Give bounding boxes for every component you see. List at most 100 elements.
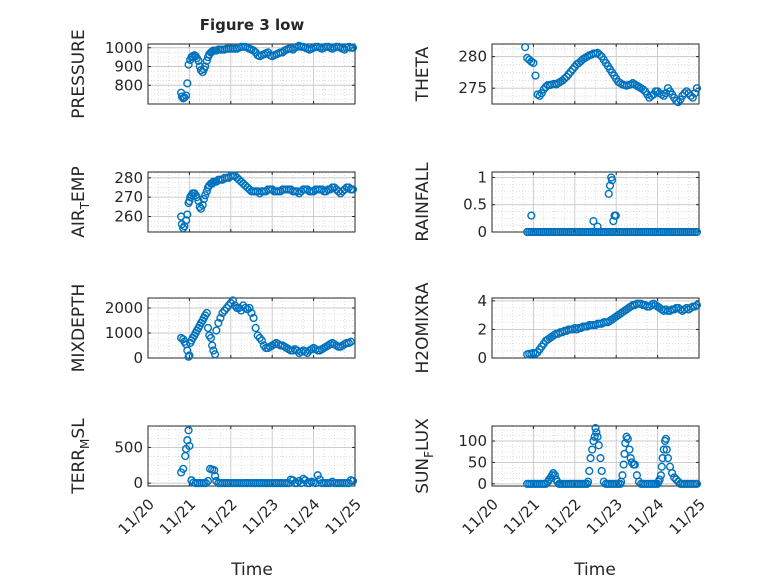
data-point <box>692 479 702 488</box>
data-point <box>247 308 256 318</box>
minor-grid <box>148 426 355 486</box>
y-axis-label: AIRTEMP <box>69 166 92 237</box>
data-point <box>257 336 266 345</box>
data-point <box>313 471 322 480</box>
data-point <box>619 460 628 469</box>
data-point <box>185 441 194 451</box>
y-tick-label: 275 <box>458 79 487 97</box>
data-point <box>521 43 530 52</box>
data-point <box>690 89 699 98</box>
data-point <box>625 445 634 454</box>
data-point <box>692 301 702 310</box>
y-axis-label: TERRMSL <box>69 418 92 495</box>
data-point <box>292 479 302 488</box>
data-point <box>590 432 599 441</box>
x-axis-label-right: Time <box>573 560 616 580</box>
data-point <box>183 210 192 219</box>
data-point <box>179 464 188 473</box>
y-tick-label: 1 <box>477 168 487 186</box>
y-axis-label: RAINFALL <box>413 162 433 242</box>
data-point <box>531 349 540 358</box>
y-tick-label: 280 <box>458 48 487 66</box>
y-tick-label: 0 <box>477 223 487 241</box>
data-point <box>198 200 207 210</box>
x-tick-label: 11/24 <box>624 495 667 538</box>
x-tick-label: 11/21 <box>156 495 199 538</box>
data-point <box>346 337 355 346</box>
data-point <box>692 227 702 237</box>
minor-grid <box>148 172 355 232</box>
data-point <box>659 445 668 454</box>
subplot-rainfall: 0 0.5 1 RAINFALL <box>413 162 702 242</box>
data-point <box>249 313 258 323</box>
data-point <box>596 454 605 463</box>
data-point <box>672 475 681 484</box>
y-tick-label: 0 <box>133 349 143 367</box>
x-tick-label: 11/22 <box>197 495 240 538</box>
data-point <box>560 74 569 83</box>
data-point <box>183 79 192 88</box>
data-series <box>177 171 358 233</box>
y-tick-label: 0.5 <box>463 196 487 214</box>
data-point <box>592 428 601 437</box>
figure-title: Figure 3 low <box>200 16 305 34</box>
y-tick-label: 0 <box>133 474 143 492</box>
data-point <box>214 318 223 328</box>
data-point <box>688 93 697 102</box>
data-point <box>348 476 358 486</box>
data-point <box>618 471 627 480</box>
data-point <box>607 176 617 185</box>
data-point <box>670 473 679 482</box>
data-series <box>177 426 358 488</box>
x-tick-label: 11/23 <box>583 495 626 538</box>
y-tick-label: 4 <box>477 292 487 310</box>
data-point <box>583 477 593 486</box>
y-tick-label: 50 <box>468 453 487 471</box>
data-point <box>657 462 666 471</box>
y-tick-label: 2 <box>477 320 487 338</box>
data-point <box>639 85 648 94</box>
axes-box <box>491 425 700 487</box>
data-point <box>202 308 211 318</box>
data-point <box>611 211 620 220</box>
y-tick-label: 800 <box>114 76 143 94</box>
data-point <box>626 454 635 463</box>
data-point <box>180 93 189 102</box>
data-point <box>595 50 604 59</box>
y-tick-label: 1000 <box>105 39 143 57</box>
data-point <box>585 466 594 476</box>
data-point <box>194 56 203 65</box>
data-point <box>662 445 671 454</box>
x-tick-label: 11/25 <box>666 495 709 538</box>
data-point <box>201 191 210 200</box>
y-tick-label: 270 <box>114 188 143 206</box>
data-point <box>184 60 193 69</box>
data-point <box>251 323 260 333</box>
axes-box <box>147 297 356 359</box>
data-point <box>620 449 629 458</box>
y-tick-label: 0 <box>477 475 487 493</box>
major-grid <box>148 172 355 232</box>
x-tick-label: 11/23 <box>239 495 282 538</box>
data-series <box>523 424 702 488</box>
data-point <box>203 476 213 486</box>
data-point <box>527 211 536 220</box>
y-tick-label: 900 <box>114 58 143 76</box>
data-point <box>656 471 666 480</box>
y-axis-label: MIXDEPTH <box>69 284 89 373</box>
data-point <box>589 216 598 226</box>
data-series <box>523 299 702 359</box>
data-point <box>663 454 673 463</box>
y-tick-label: 260 <box>114 208 143 226</box>
data-point <box>348 43 358 52</box>
x-tick-label: 11/21 <box>500 495 543 538</box>
axes-box <box>147 171 356 233</box>
data-series <box>523 173 702 237</box>
data-point <box>686 91 695 100</box>
data-series <box>177 296 355 361</box>
data-point <box>184 426 193 435</box>
